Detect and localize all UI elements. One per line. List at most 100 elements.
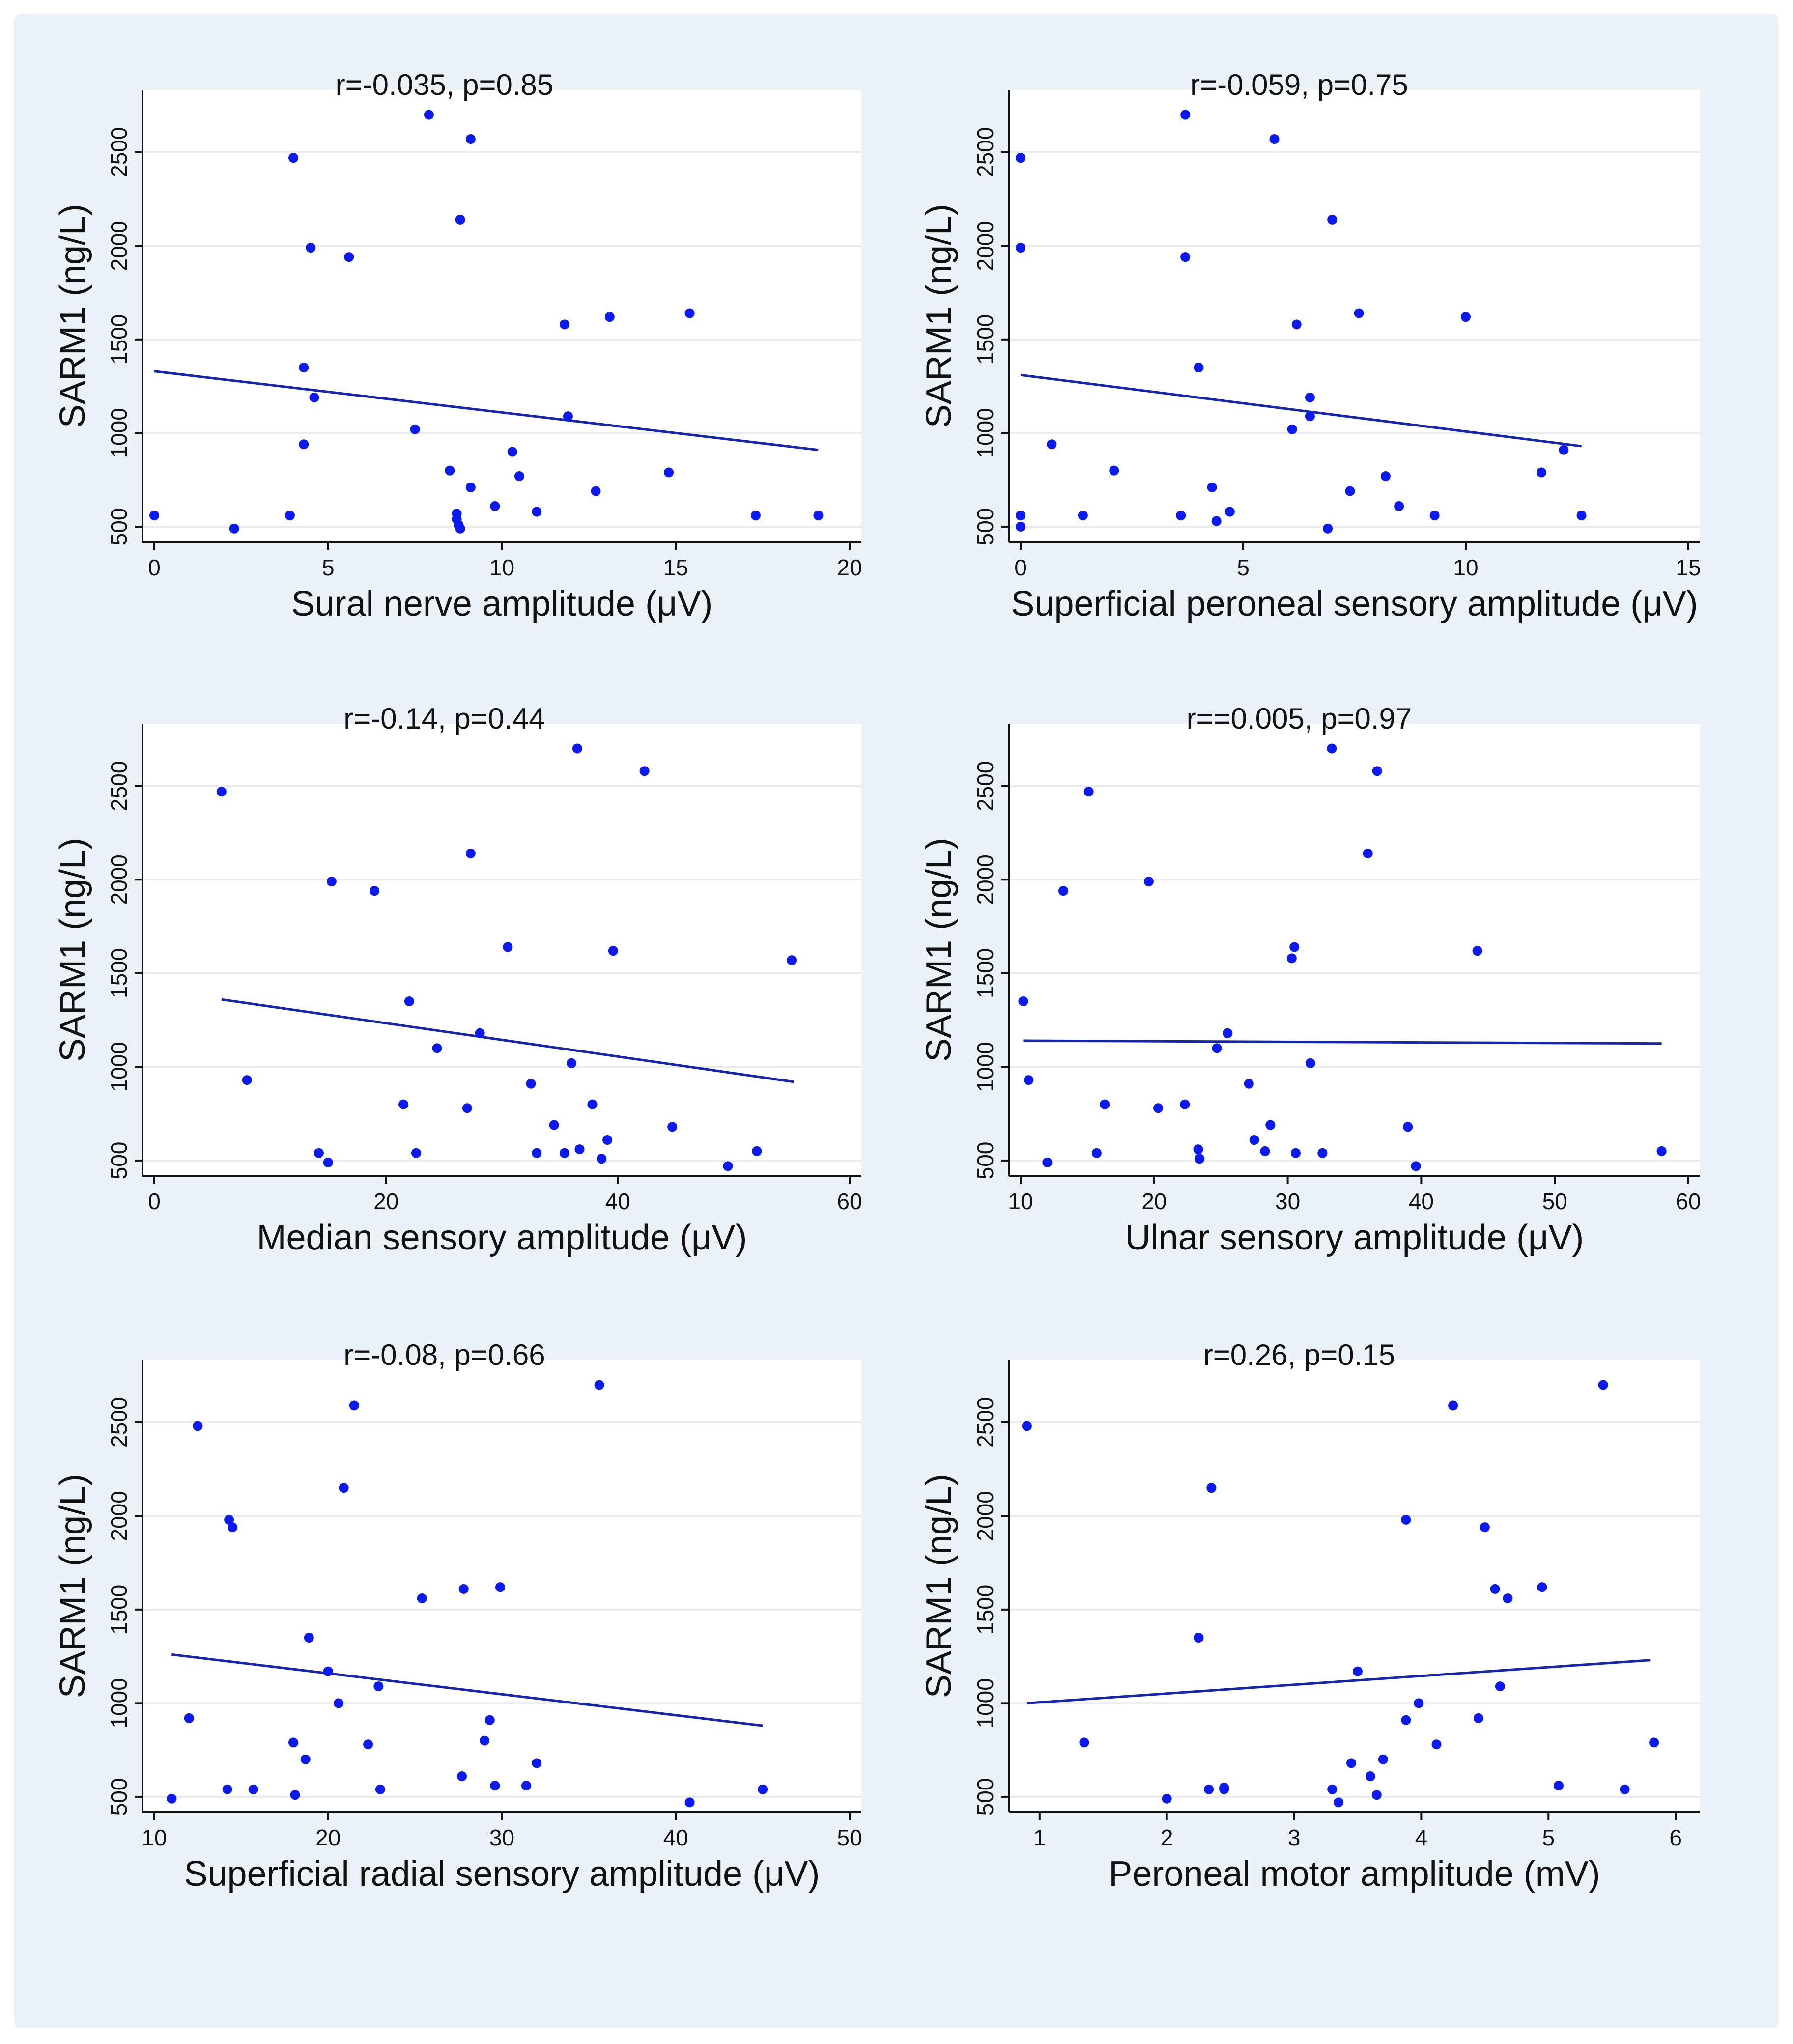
x-axis-title: Superficial radial sensory amplitude (μV… [184,1854,820,1894]
x-tick-label: 5 [1542,1825,1555,1850]
data-point [787,955,797,965]
data-point [1024,1075,1034,1085]
x-axis-title: Ulnar sensory amplitude (μV) [1125,1218,1584,1257]
y-tick-label: 1000 [972,1042,998,1092]
x-tick-label: 20 [373,1189,398,1214]
plot-area [1009,90,1700,542]
data-point [1461,312,1471,322]
data-point [184,1713,194,1723]
x-tick-label: 15 [663,555,688,580]
data-point [723,1161,733,1171]
data-point [1244,1079,1254,1089]
chart-title: r=0.26, p=0.15 [1203,1338,1395,1371]
data-point [1327,214,1338,225]
data-point [559,1148,569,1158]
y-tick-label: 1000 [106,1042,132,1092]
data-point [398,1099,409,1109]
data-point [1180,1099,1190,1109]
data-point [1346,1758,1357,1768]
data-point [288,153,298,163]
x-axis-title: Sural nerve amplitude (μV) [291,584,713,624]
data-point [299,362,309,372]
data-point [684,1797,695,1808]
data-point [432,1043,442,1053]
data-point [574,1144,585,1155]
data-point [1503,1593,1513,1603]
data-point [1176,511,1186,521]
data-point [1289,942,1300,952]
data-point [532,1148,542,1158]
regression-line [221,998,795,1083]
data-point [1334,1797,1344,1808]
x-tick-label: 5 [1237,555,1250,580]
data-point [1365,1771,1375,1782]
data-point [1153,1103,1163,1113]
data-point [370,886,380,896]
data-point [1403,1122,1413,1132]
y-tick-label: 2500 [972,127,998,177]
y-tick-label: 500 [106,1142,132,1180]
data-point [1083,787,1094,797]
data-point [424,110,434,120]
y-tick-label: 2000 [106,854,132,905]
data-point [1429,511,1440,521]
data-point [604,312,615,322]
data-point [1260,1146,1270,1156]
y-axis-title: SARM1 (ng/L) [919,838,959,1062]
x-tick-label: 10 [489,555,514,580]
data-point [1327,1784,1338,1794]
x-tick-label: 40 [605,1189,630,1214]
data-point [1018,996,1028,1006]
data-point [1162,1793,1172,1804]
y-tick-label: 2500 [972,761,998,811]
data-point [373,1681,384,1692]
x-tick-label: 30 [489,1825,514,1850]
data-point [1194,1632,1204,1643]
data-point [1194,362,1204,372]
scatter-plot-grid: 500 1000 1500 2000 2500 0 5 10 15 20 Sural nerve a… [53,68,1701,1894]
data-point [495,1582,505,1592]
data-point [228,1522,238,1533]
data-point [490,501,500,511]
data-point [532,507,542,517]
data-point [1206,1483,1217,1493]
data-point [222,1784,232,1794]
y-tick-label: 500 [972,1778,998,1816]
data-point [1323,523,1333,534]
data-point [1537,1582,1547,1592]
plot-area [1009,1360,1700,1812]
data-point [285,511,295,521]
x-tick-label: 0 [1014,555,1027,580]
y-tick-label: 1000 [106,1678,132,1728]
data-point [339,1483,349,1493]
data-point [1016,511,1025,521]
data-point [549,1120,559,1130]
y-tick-label: 2000 [106,1491,132,1541]
y-tick-label: 1500 [972,314,998,365]
data-point [639,766,650,776]
data-point [1480,1522,1490,1533]
figure-panel: 500 1000 1500 2000 2500 0 5 10 15 20 Sural nerve a… [14,14,1779,2028]
y-tick-label: 2500 [106,761,132,811]
x-tick-label: 6 [1669,1825,1682,1850]
chart-title: r=-0.059, p=0.75 [1190,68,1408,101]
scatter-panel-1: 500 1000 1500 2000 2500 0 5 10 15 20 Sural nerve a… [53,68,862,624]
plot-area [142,90,861,542]
data-point [309,392,319,402]
data-point [248,1784,258,1794]
data-point [1224,507,1235,517]
data-point [1016,521,1025,532]
data-point [608,946,618,956]
y-tick-label: 2500 [106,127,132,177]
data-point [559,319,569,330]
data-point [1414,1698,1424,1708]
x-axis-title: Median sensory amplitude (μV) [257,1218,747,1257]
data-point [1401,1715,1411,1725]
data-point [490,1781,500,1791]
data-point [1305,392,1315,402]
data-point [224,1514,234,1525]
data-point [567,1058,576,1068]
data-point [752,1146,762,1156]
data-point [167,1793,177,1804]
y-tick-label: 500 [106,1778,132,1816]
